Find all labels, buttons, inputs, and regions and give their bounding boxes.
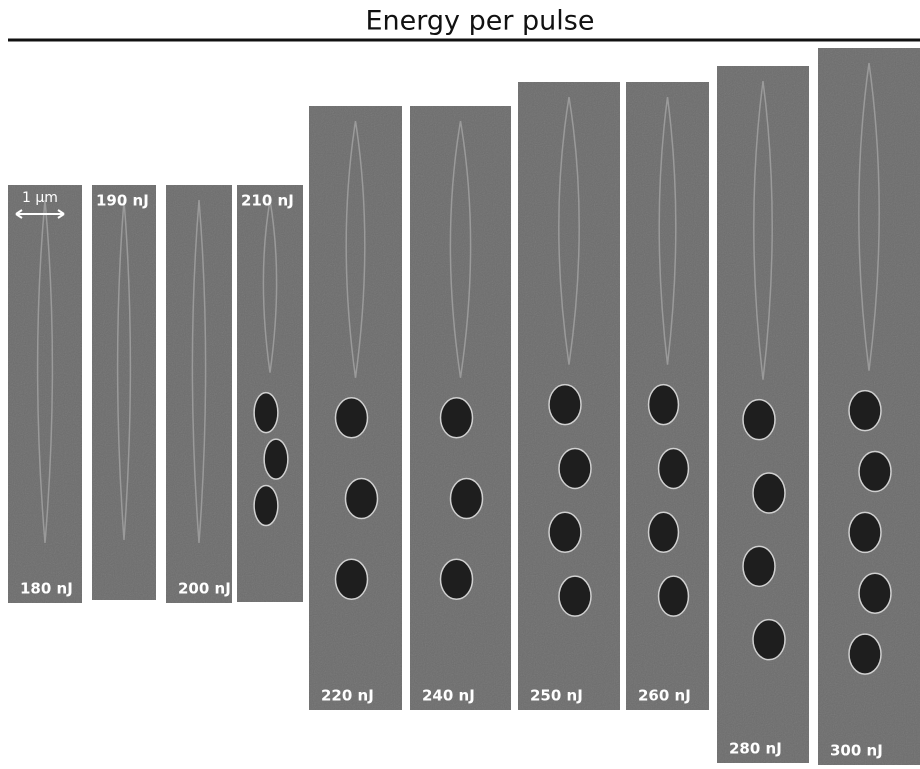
figure-title: Energy per pulse [366, 6, 595, 37]
sem-panel: 250 nJ [518, 82, 620, 710]
sem-panel: 210 nJ [237, 185, 303, 602]
void [859, 452, 891, 492]
void [549, 512, 581, 552]
energy-label: 210 nJ [241, 192, 294, 210]
void [753, 473, 785, 513]
void [649, 512, 679, 552]
void [859, 573, 891, 613]
void [743, 546, 775, 586]
energy-label: 240 nJ [422, 687, 475, 705]
void [441, 398, 473, 438]
void [743, 400, 775, 440]
void [264, 439, 288, 479]
void [649, 385, 679, 425]
void [346, 479, 378, 519]
energy-label: 220 nJ [321, 687, 374, 705]
energy-label: 260 nJ [638, 687, 691, 705]
sem-panel: 280 nJ [717, 66, 809, 763]
energy-label: 200 nJ [178, 580, 231, 598]
void [849, 512, 881, 552]
void [659, 576, 689, 616]
energy-label: 280 nJ [729, 740, 782, 758]
energy-label: 250 nJ [530, 687, 583, 705]
figure: Energy per pulse 180 nJ 190 nJ 200 nJ 210 n… [0, 0, 920, 765]
void [254, 393, 278, 433]
void [849, 391, 881, 431]
sem-panel: 200 nJ [166, 185, 232, 603]
scale-bar-label: 1 μm [22, 190, 58, 206]
energy-label: 190 nJ [96, 192, 149, 210]
void [559, 448, 591, 488]
void [336, 398, 368, 438]
sem-panel: 300 nJ [818, 48, 920, 765]
void [753, 620, 785, 660]
energy-label: 300 nJ [830, 742, 883, 760]
energy-label: 180 nJ [20, 580, 73, 598]
void [849, 634, 881, 674]
panels: 180 nJ 190 nJ 200 nJ 210 nJ 220 nJ 240 nJ 250 … [8, 48, 920, 765]
void [336, 559, 368, 599]
void [559, 576, 591, 616]
void [254, 486, 278, 526]
sem-panel: 260 nJ [626, 82, 709, 710]
sem-panel: 220 nJ [309, 106, 402, 710]
void [659, 448, 689, 488]
sem-panel: 240 nJ [410, 106, 511, 710]
void [441, 559, 473, 599]
void [549, 385, 581, 425]
void [451, 479, 483, 519]
sem-panel: 180 nJ [8, 185, 82, 603]
sem-panel: 190 nJ [92, 185, 156, 600]
scale-bar: 1 μm [16, 190, 64, 218]
